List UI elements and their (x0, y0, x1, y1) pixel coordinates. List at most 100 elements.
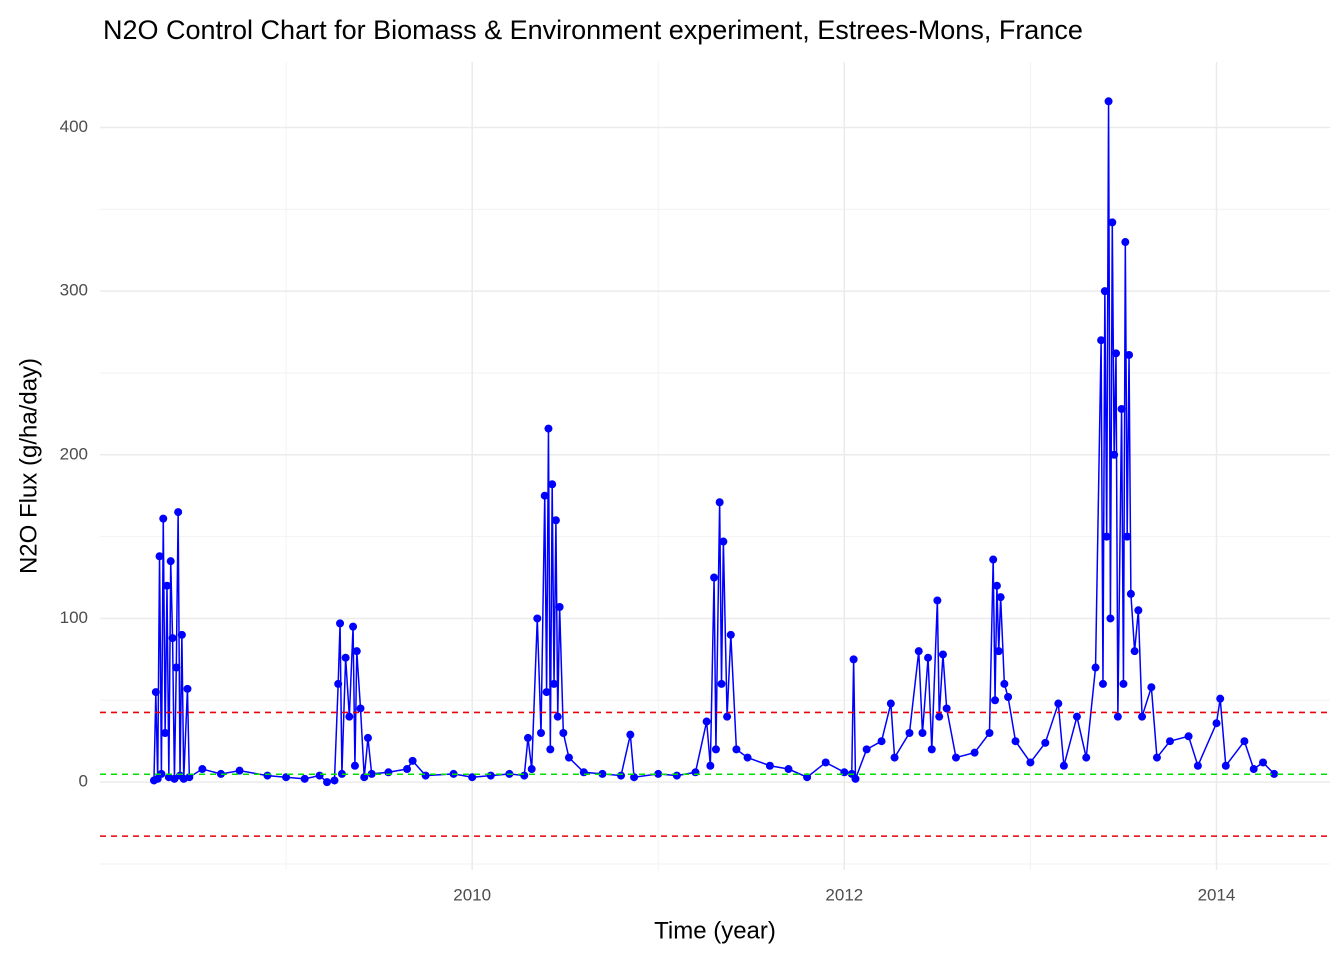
chart-title: N2O Control Chart for Biomass & Environm… (103, 15, 1083, 45)
x-tick-label: 2012 (825, 885, 863, 904)
data-point (598, 769, 607, 778)
data-point (155, 552, 164, 561)
data-point (1011, 737, 1020, 746)
y-tick-label: 100 (60, 608, 88, 627)
data-point (617, 771, 626, 780)
data-point (1082, 753, 1091, 762)
data-point (715, 498, 724, 507)
data-point (1270, 769, 1279, 778)
data-point (1110, 450, 1119, 459)
data-point (851, 774, 860, 783)
data-point (216, 769, 225, 778)
data-point (654, 769, 663, 778)
data-point (540, 491, 549, 500)
data-point (672, 771, 681, 780)
data-point (877, 737, 886, 746)
data-point (1130, 647, 1139, 656)
data-point (177, 630, 186, 639)
data-point (1123, 532, 1132, 541)
data-point (890, 753, 899, 762)
data-point (352, 647, 361, 656)
data-point (168, 634, 177, 643)
data-point (356, 704, 365, 713)
y-axis-label: N2O Flux (g/ha/day) (15, 358, 42, 574)
data-point (1026, 758, 1035, 767)
data-point (1100, 287, 1109, 296)
x-axis-label: Time (year) (654, 917, 776, 944)
data-point (933, 596, 942, 605)
data-point (630, 773, 639, 782)
data-point (743, 753, 752, 762)
data-point (985, 729, 994, 738)
data-point (166, 557, 175, 566)
data-point (1134, 606, 1143, 615)
data-point (1072, 712, 1081, 721)
data-point (553, 712, 562, 721)
data-point (323, 778, 332, 787)
data-point (1240, 737, 1249, 746)
data-point (337, 769, 346, 778)
data-point (174, 508, 183, 517)
data-point (1041, 738, 1050, 747)
data-point (1104, 97, 1113, 106)
data-point (1138, 712, 1147, 721)
data-point (1121, 238, 1130, 247)
data-point (991, 696, 1000, 705)
data-point (367, 769, 376, 778)
data-point (330, 776, 339, 785)
y-tick-label: 200 (60, 444, 88, 463)
data-point (363, 733, 372, 742)
data-point (1102, 532, 1111, 541)
data-point (710, 573, 719, 582)
data-point (183, 684, 192, 693)
data-point (992, 581, 1001, 590)
data-point (1126, 589, 1135, 598)
data-point (345, 712, 354, 721)
data-point (924, 653, 933, 662)
data-point (723, 712, 732, 721)
data-point (1125, 350, 1134, 359)
data-point (555, 602, 564, 611)
data-point (1108, 218, 1117, 227)
y-tick-label: 300 (60, 281, 88, 300)
y-tick-label: 400 (60, 117, 88, 136)
data-point (159, 514, 168, 523)
data-point (162, 581, 171, 590)
data-point (994, 647, 1003, 656)
data-point (527, 765, 536, 774)
data-point (942, 704, 951, 713)
data-point (717, 679, 726, 688)
data-point (1098, 679, 1107, 688)
data-point (918, 729, 927, 738)
data-point (350, 761, 359, 770)
data-point (300, 774, 309, 783)
data-point (706, 761, 715, 770)
data-point (548, 480, 557, 489)
data-point (1259, 758, 1268, 767)
data-point (765, 761, 774, 770)
data-point (1004, 693, 1013, 702)
data-point (1113, 712, 1122, 721)
data-point (360, 773, 369, 782)
data-point (732, 745, 741, 754)
data-point (542, 688, 551, 697)
data-point (336, 619, 345, 628)
data-point (691, 768, 700, 777)
data-point (550, 679, 559, 688)
data-point (702, 717, 711, 726)
data-point (263, 771, 272, 780)
data-point (1216, 694, 1225, 703)
data-point (711, 745, 720, 754)
data-point (1106, 614, 1115, 623)
data-point (905, 729, 914, 738)
data-point (996, 593, 1005, 602)
x-tick-label: 2010 (453, 885, 491, 904)
data-point (989, 555, 998, 564)
data-point (1059, 761, 1068, 770)
data-point (1152, 753, 1161, 762)
data-point (1112, 349, 1121, 358)
series-line (153, 101, 1275, 783)
data-point (1119, 679, 1128, 688)
data-point (626, 730, 635, 739)
